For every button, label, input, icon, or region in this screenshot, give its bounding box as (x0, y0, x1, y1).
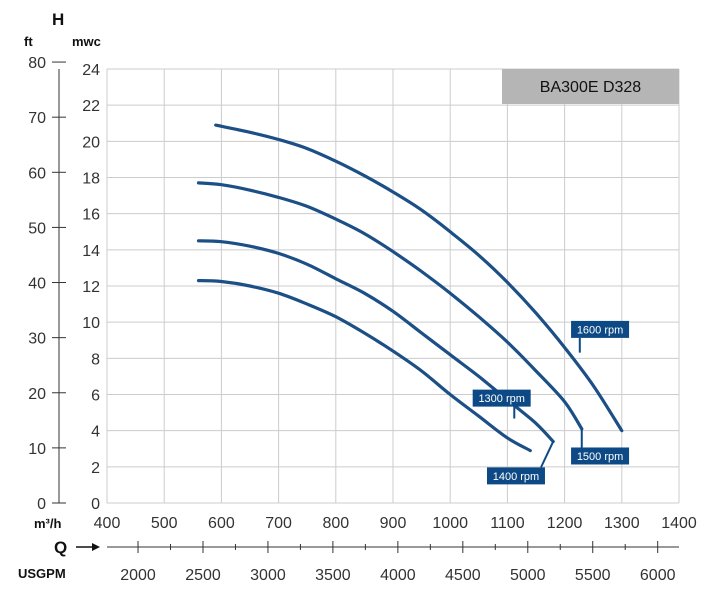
series-line-1300-rpm (196, 279, 532, 453)
rpm-label-box (486, 467, 545, 485)
chart-title: BA300E D328 (540, 79, 642, 96)
series-line-1600-rpm (214, 123, 624, 433)
rpm-label-pointer (540, 441, 555, 468)
y-tick-label: 2 (91, 460, 100, 477)
usgpm-tick-label: 5500 (575, 567, 611, 584)
ft-tick-label: 10 (28, 441, 46, 458)
y-unit-mwc: mwc (72, 34, 101, 49)
y-unit-ft: ft (24, 34, 33, 49)
usgpm-tick-label: 2000 (120, 567, 156, 584)
x-tick-label: 1400 (661, 515, 697, 532)
ft-tick-label: 70 (28, 110, 46, 127)
x-tick-label: 1300 (604, 515, 640, 532)
y-tick-label: 12 (82, 279, 100, 296)
y-tick-label: 14 (82, 243, 100, 260)
x-tick-label: 800 (322, 515, 349, 532)
y-tick-label: 18 (82, 171, 100, 188)
series-line-1500-rpm (196, 181, 584, 431)
x-tick-label: 700 (265, 515, 292, 532)
rpm-label-box (571, 447, 630, 465)
usgpm-label: USGPM (18, 566, 66, 581)
grid (106, 68, 680, 504)
ft-tick-label: 50 (28, 220, 46, 237)
ft-tick-label: 80 (28, 55, 46, 72)
ft-tick-label: 60 (28, 165, 46, 182)
title-background (502, 69, 679, 104)
x-tick-label: 1200 (547, 515, 583, 532)
x-tick-label: 600 (208, 515, 235, 532)
q-label: Q (54, 538, 67, 557)
y-tick-label: 0 (91, 496, 100, 513)
rpm-label-text: 1500 rpm (577, 451, 623, 463)
y-tick-label: 8 (91, 351, 100, 368)
ft-tick-label: 40 (28, 276, 46, 293)
axes: H ft mwc m³/h Q USGPM 400 500 600 700 800 900… (18, 10, 697, 584)
usgpm-tick-label: 6000 (640, 567, 676, 584)
ft-tick-label: 20 (28, 386, 46, 403)
y-tick-label: 16 (82, 207, 100, 224)
series-lines (196, 123, 624, 453)
y-tick-label: 20 (82, 134, 100, 151)
x-tick-label: 1100 (490, 515, 525, 532)
ft-tick-label: 30 (28, 331, 46, 348)
rpm-label-box (472, 389, 531, 407)
x-tick-label: 900 (380, 515, 407, 532)
x-tick-label: 1000 (432, 515, 468, 532)
q-arrow-head (92, 543, 100, 551)
title-box: BA300E D328 (502, 69, 679, 104)
y-tick-label: 6 (91, 388, 100, 405)
usgpm-tick-label: 3500 (315, 567, 351, 584)
usgpm-tick-label: 5000 (510, 567, 546, 584)
x-tick-label: 400 (94, 515, 121, 532)
rpm-labels: 1300 rpm 1400 rpm 1500 rpm 1600 rpm (472, 320, 630, 485)
usgpm-tick-label: 4500 (445, 567, 481, 584)
usgpm-tick-label: 3000 (250, 567, 286, 584)
usgpm-tick-label: 2500 (185, 567, 221, 584)
rpm-label-text: 1300 rpm (478, 393, 524, 405)
rpm-label-box (571, 320, 630, 338)
y-tick-label: 10 (82, 315, 100, 332)
rpm-label-text: 1400 rpm (493, 471, 539, 483)
y-tick-label: 4 (91, 424, 100, 441)
y-tick-label: 24 (82, 62, 100, 79)
rpm-label-text: 1600 rpm (577, 324, 623, 336)
ft-tick-label: 0 (37, 496, 46, 513)
y-axis-label: H (52, 10, 64, 29)
y-tick-label: 22 (82, 98, 100, 115)
x-tick-label: 500 (151, 515, 178, 532)
x-unit-m3h: m³/h (34, 516, 62, 531)
usgpm-tick-label: 4000 (380, 567, 416, 584)
